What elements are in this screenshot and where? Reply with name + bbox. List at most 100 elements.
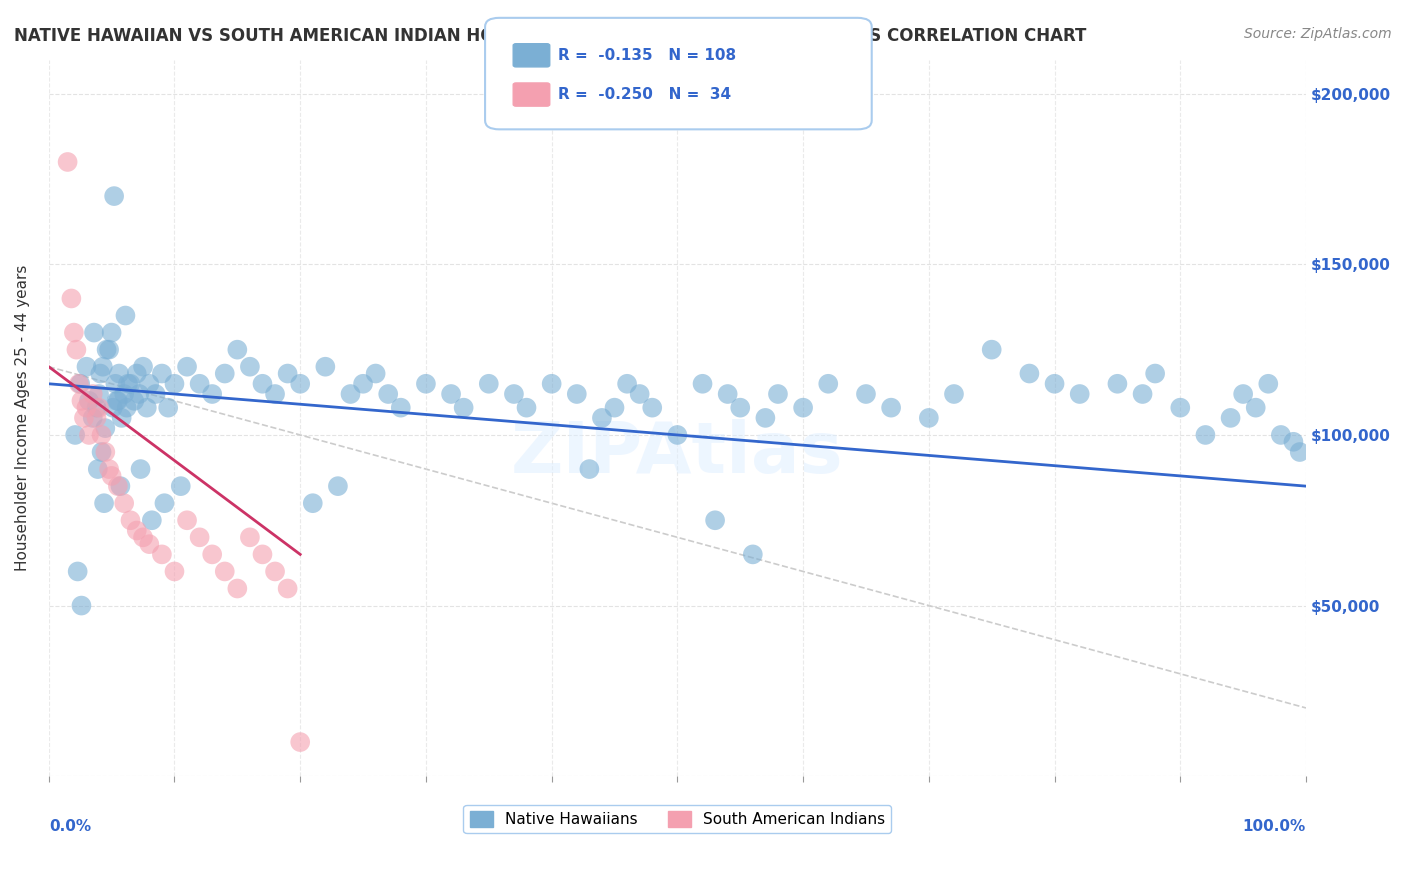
Point <box>1132 387 1154 401</box>
Point <box>817 376 839 391</box>
Point <box>326 479 349 493</box>
Point <box>67 376 90 391</box>
Point <box>87 401 110 415</box>
Point <box>114 309 136 323</box>
Point <box>82 410 104 425</box>
Point <box>132 359 155 374</box>
Point <box>153 496 176 510</box>
Point <box>128 387 150 401</box>
Point <box>170 479 193 493</box>
Point <box>56 155 79 169</box>
Point <box>641 401 664 415</box>
Point <box>314 359 336 374</box>
Point <box>188 530 211 544</box>
Point <box>100 469 122 483</box>
Point <box>1244 401 1267 415</box>
Point <box>1069 387 1091 401</box>
Point <box>115 401 138 415</box>
Point <box>1018 367 1040 381</box>
Point <box>239 359 262 374</box>
Point <box>163 565 186 579</box>
Point <box>104 376 127 391</box>
Point <box>70 393 93 408</box>
Point <box>117 376 139 391</box>
Point <box>110 479 132 493</box>
Point <box>453 401 475 415</box>
Point <box>94 421 117 435</box>
Point <box>377 387 399 401</box>
Point <box>1107 376 1129 391</box>
Point <box>125 524 148 538</box>
Point <box>141 513 163 527</box>
Point <box>90 428 112 442</box>
Point <box>301 496 323 510</box>
Point <box>591 410 613 425</box>
Point <box>578 462 600 476</box>
Point <box>60 292 83 306</box>
Point <box>176 359 198 374</box>
Point <box>364 367 387 381</box>
Point <box>214 367 236 381</box>
Point <box>1168 401 1191 415</box>
Point <box>943 387 966 401</box>
Point <box>540 376 562 391</box>
Point <box>82 387 104 401</box>
Point <box>111 410 134 425</box>
Point <box>112 387 135 401</box>
Text: ZIPAtlas: ZIPAtlas <box>510 419 844 488</box>
Point <box>440 387 463 401</box>
Point <box>135 401 157 415</box>
Point <box>138 376 160 391</box>
Point <box>290 376 312 391</box>
Point <box>717 387 740 401</box>
Point <box>145 387 167 401</box>
Point <box>94 445 117 459</box>
Text: Source: ZipAtlas.com: Source: ZipAtlas.com <box>1244 27 1392 41</box>
Point <box>290 735 312 749</box>
Point <box>66 565 89 579</box>
Point <box>728 401 751 415</box>
Point <box>339 387 361 401</box>
Point <box>565 387 588 401</box>
Point <box>503 387 526 401</box>
Point <box>478 376 501 391</box>
Point <box>980 343 1002 357</box>
Point <box>692 376 714 391</box>
Point <box>63 326 86 340</box>
Point <box>264 565 287 579</box>
Point <box>389 401 412 415</box>
Point <box>226 343 249 357</box>
Point <box>107 393 129 408</box>
Point <box>98 462 121 476</box>
Point <box>1288 445 1310 459</box>
Point <box>214 565 236 579</box>
Point <box>741 548 763 562</box>
Point <box>91 359 114 374</box>
Point <box>792 401 814 415</box>
Legend: Native Hawaiians, South American Indians: Native Hawaiians, South American Indians <box>464 805 891 833</box>
Point <box>1257 376 1279 391</box>
Point <box>188 376 211 391</box>
Point <box>666 428 689 442</box>
Point <box>107 479 129 493</box>
Point <box>855 387 877 401</box>
Point <box>754 410 776 425</box>
Point <box>277 367 299 381</box>
Point <box>75 401 97 415</box>
Text: 100.0%: 100.0% <box>1243 819 1306 834</box>
Point <box>108 367 131 381</box>
Point <box>122 393 145 408</box>
Point <box>603 401 626 415</box>
Point <box>1043 376 1066 391</box>
Text: NATIVE HAWAIIAN VS SOUTH AMERICAN INDIAN HOUSEHOLDER INCOME AGES 25 - 44 YEARS C: NATIVE HAWAIIAN VS SOUTH AMERICAN INDIAN… <box>14 27 1087 45</box>
Point <box>239 530 262 544</box>
Text: R =  -0.135   N = 108: R = -0.135 N = 108 <box>558 48 737 62</box>
Point <box>103 189 125 203</box>
Point <box>616 376 638 391</box>
Point <box>77 393 100 408</box>
Point <box>120 513 142 527</box>
Point <box>86 401 108 415</box>
Point <box>201 548 224 562</box>
Point <box>98 343 121 357</box>
Point <box>120 376 142 391</box>
